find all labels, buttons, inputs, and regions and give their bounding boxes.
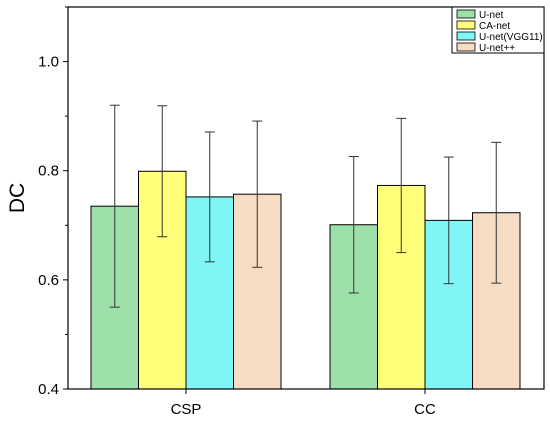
y-tick-label: 0.4 [38, 381, 59, 398]
legend-swatch [456, 31, 476, 41]
error-bars-layer [109, 104, 502, 308]
y-tick-label: 0.8 [38, 163, 59, 180]
error-bar [157, 105, 168, 238]
legend-swatch [456, 20, 476, 30]
error-bar [109, 104, 120, 308]
error-bar [396, 117, 407, 254]
y-axis: 0.4 0.6 0.8 1.0 [38, 6, 68, 398]
y-axis-title: DC [6, 183, 29, 213]
legend-label: U-net(VGG11) [479, 32, 543, 43]
error-bar [204, 131, 215, 263]
y-tick-label: 0.6 [38, 272, 59, 289]
legend-label: U-net++ [479, 43, 515, 54]
y-tick-label: 1.0 [38, 54, 59, 71]
x-axis: CSP CC [171, 389, 436, 418]
legend-swatch [456, 9, 476, 19]
error-bar [348, 156, 359, 294]
error-bar [443, 156, 454, 285]
legend-label: CA-net [479, 21, 510, 32]
bars-layer [90, 170, 521, 390]
error-bar [252, 120, 263, 268]
x-tick-label: CSP [171, 401, 202, 418]
legend-label: U-net [479, 10, 504, 21]
plot-frame [67, 6, 545, 390]
legend-swatch [456, 42, 476, 52]
x-tick-label: CC [414, 401, 436, 418]
error-bar [491, 141, 502, 284]
